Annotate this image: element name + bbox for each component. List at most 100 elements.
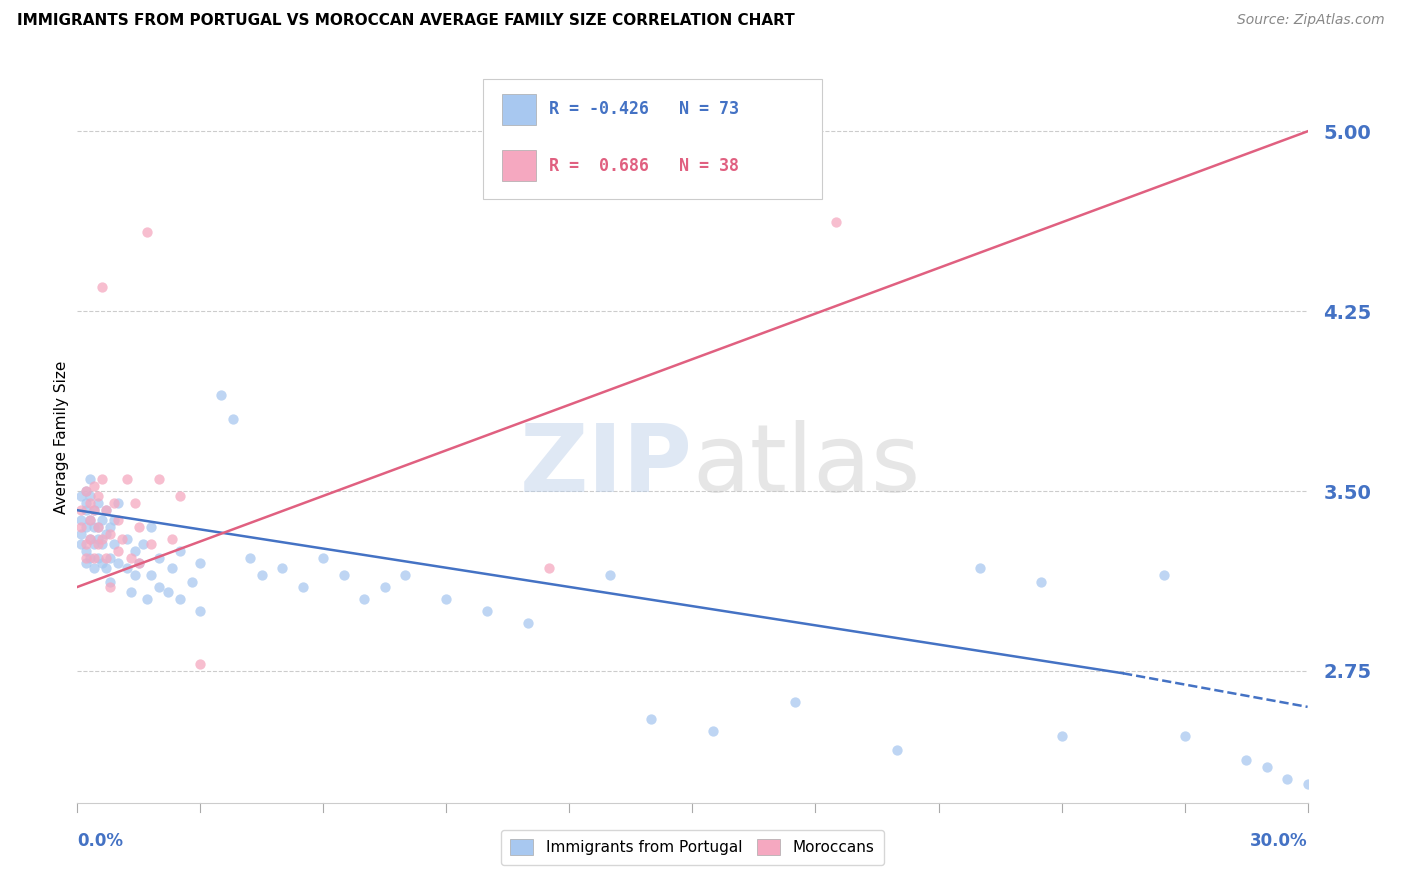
Point: [783, 695, 806, 709]
Point: [90, 537, 114, 551]
Point: [87, 551, 110, 566]
Point: [120, 551, 142, 566]
Point: [98, 580, 121, 594]
Point: [107, 556, 129, 570]
Point: [436, 591, 458, 606]
Point: [83, 551, 105, 566]
Point: [969, 561, 991, 575]
Point: [98, 551, 121, 566]
Point: [477, 604, 499, 618]
Point: [115, 472, 138, 486]
Point: [124, 496, 146, 510]
Point: [87, 532, 110, 546]
Point: [75, 537, 97, 551]
Point: [70, 537, 93, 551]
Point: [128, 556, 150, 570]
Point: [537, 561, 560, 575]
Point: [209, 388, 232, 402]
Point: [83, 503, 105, 517]
Point: [136, 225, 159, 239]
Text: 0.0%: 0.0%: [77, 831, 124, 849]
Point: [1234, 753, 1257, 767]
Point: [141, 568, 163, 582]
Point: [1256, 760, 1278, 774]
Point: [75, 556, 97, 570]
Point: [1153, 568, 1175, 582]
Point: [115, 561, 138, 575]
Point: [394, 568, 416, 582]
Point: [98, 575, 121, 590]
Point: [103, 537, 125, 551]
Point: [90, 556, 114, 570]
Point: [83, 520, 105, 534]
Text: atlas: atlas: [693, 420, 921, 512]
Text: Source: ZipAtlas.com: Source: ZipAtlas.com: [1237, 13, 1385, 28]
Point: [94, 527, 117, 541]
Point: [94, 561, 117, 575]
Text: R =  0.686   N = 38: R = 0.686 N = 38: [548, 157, 738, 175]
Point: [128, 556, 150, 570]
Text: IMMIGRANTS FROM PORTUGAL VS MOROCCAN AVERAGE FAMILY SIZE CORRELATION CHART: IMMIGRANTS FROM PORTUGAL VS MOROCCAN AVE…: [17, 13, 794, 29]
Point: [239, 551, 262, 566]
Point: [90, 280, 114, 294]
Point: [599, 568, 621, 582]
Point: [271, 561, 294, 575]
Point: [160, 532, 183, 546]
Y-axis label: Average Family Size: Average Family Size: [53, 360, 69, 514]
Point: [148, 580, 170, 594]
Point: [90, 532, 114, 546]
Point: [83, 479, 105, 493]
Point: [169, 544, 191, 558]
Point: [94, 551, 117, 566]
Point: [83, 537, 105, 551]
Point: [79, 532, 101, 546]
Point: [517, 615, 540, 630]
Text: R = -0.426   N = 73: R = -0.426 N = 73: [548, 101, 738, 119]
Point: [75, 520, 97, 534]
Point: [70, 520, 93, 534]
Point: [83, 561, 105, 575]
Point: [79, 532, 101, 546]
Point: [90, 513, 114, 527]
Point: [374, 580, 396, 594]
Point: [353, 591, 375, 606]
Text: 30.0%: 30.0%: [1250, 831, 1308, 849]
Text: ZIP: ZIP: [520, 420, 693, 512]
Point: [291, 580, 314, 594]
Point: [79, 472, 101, 486]
Point: [75, 551, 97, 566]
Point: [94, 503, 117, 517]
Point: [103, 496, 125, 510]
Point: [124, 568, 146, 582]
Point: [120, 584, 142, 599]
Point: [886, 743, 908, 757]
Point: [70, 527, 93, 541]
Point: [188, 604, 212, 618]
FancyBboxPatch shape: [502, 151, 536, 181]
Legend: Immigrants from Portugal, Moroccans: Immigrants from Portugal, Moroccans: [502, 830, 883, 864]
Point: [103, 513, 125, 527]
Point: [148, 472, 170, 486]
Point: [75, 483, 97, 498]
Point: [250, 568, 273, 582]
Point: [111, 532, 134, 546]
Point: [87, 520, 110, 534]
Point: [141, 537, 163, 551]
Point: [188, 657, 212, 671]
Point: [141, 520, 163, 534]
Point: [169, 591, 191, 606]
Point: [87, 496, 110, 510]
Point: [107, 496, 129, 510]
Point: [160, 561, 183, 575]
Point: [75, 544, 97, 558]
Point: [115, 532, 138, 546]
Point: [825, 215, 848, 229]
Point: [87, 537, 110, 551]
Point: [87, 489, 110, 503]
Point: [1174, 729, 1197, 743]
Point: [156, 584, 179, 599]
Point: [87, 520, 110, 534]
Point: [169, 489, 191, 503]
Point: [312, 551, 335, 566]
Point: [94, 503, 117, 517]
